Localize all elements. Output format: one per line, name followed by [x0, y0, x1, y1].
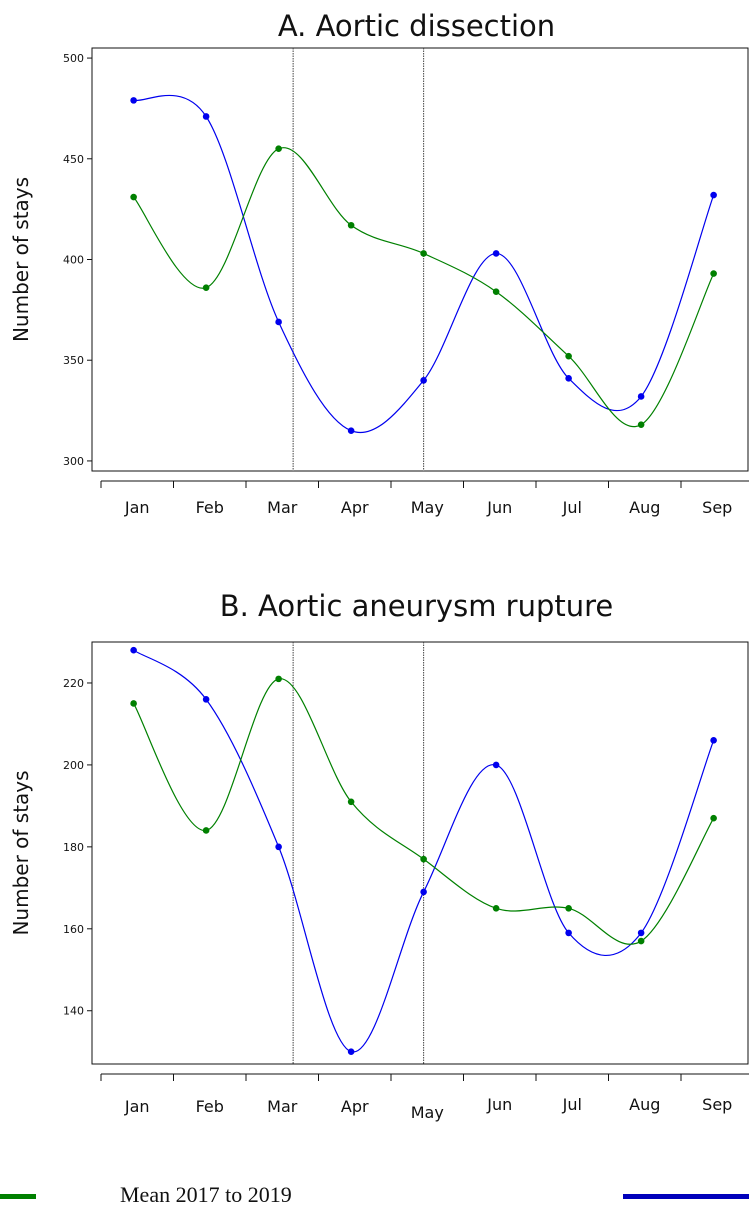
data-point: [710, 270, 717, 277]
data-point: [565, 352, 572, 360]
x-tick-label: Jun: [486, 498, 512, 517]
data-point: [130, 193, 137, 201]
data-point: [275, 675, 282, 683]
data-point: [492, 288, 500, 296]
series-line-1: [133, 147, 715, 428]
data-point: [710, 191, 717, 199]
y-tick-label: 180: [63, 841, 84, 854]
x-tick-label: May: [411, 1103, 444, 1122]
chart-aortic-dissection: A. Aortic dissection 300 350 400 450 500 Numbe…: [9, 9, 749, 517]
x-tick-label: Mar: [267, 498, 298, 517]
data-point: [275, 843, 282, 851]
x-tick-label: Feb: [196, 1097, 224, 1116]
y-axis-label: Number of stays: [9, 770, 33, 935]
y-tick-label: 160: [63, 923, 84, 936]
data-point: [420, 377, 427, 384]
x-tick-label: Jul: [562, 1095, 582, 1114]
y-tick-label: 140: [63, 1005, 84, 1018]
x-tick-label: Aug: [629, 498, 660, 517]
data-point: [710, 814, 717, 822]
data-point: [492, 761, 500, 769]
x-tick-label: Apr: [341, 1097, 369, 1116]
legend: Mean 2017 to 2019: [0, 1182, 749, 1207]
x-tick-label: Aug: [629, 1095, 660, 1114]
data-point: [275, 318, 282, 326]
x-tick-label: Feb: [196, 498, 224, 517]
legend-label: Mean 2017 to 2019: [120, 1182, 292, 1207]
data-point: [202, 113, 210, 120]
y-tick-label: 500: [63, 52, 84, 65]
plot-frame: [91, 47, 749, 472]
x-tick-label: Mar: [267, 1097, 298, 1116]
data-point: [565, 375, 572, 382]
data-point: [130, 97, 137, 104]
data-point: [202, 696, 210, 703]
x-tick-label: Sep: [702, 498, 732, 517]
data-point: [275, 145, 282, 153]
legend-blue-swatch: [623, 1194, 749, 1199]
data-point: [202, 827, 210, 834]
x-tick-label: Jan: [124, 498, 150, 517]
x-tick-label: Jul: [562, 498, 582, 517]
series-line-1: [133, 678, 715, 945]
data-point: [565, 905, 572, 912]
data-point: [130, 646, 137, 654]
y-tick-label: 220: [63, 677, 84, 690]
chart-title: B. Aortic aneurysm rupture: [220, 589, 614, 623]
data-point: [492, 250, 500, 257]
plot-frame: [91, 641, 749, 1065]
chart-aortic-aneurysm-rupture: B. Aortic aneurysm rupture 140 160 180 200 22…: [9, 589, 749, 1122]
data-point: [347, 1048, 355, 1056]
data-point: [565, 929, 572, 937]
data-point: [637, 929, 645, 937]
data-point: [710, 737, 717, 744]
x-tick-label: Sep: [702, 1095, 732, 1114]
data-point: [347, 221, 355, 229]
chart-title: A. Aortic dissection: [278, 9, 555, 43]
data-point: [637, 421, 645, 428]
data-point: [347, 798, 355, 806]
data-point: [637, 393, 645, 400]
x-tick-label: May: [411, 498, 444, 517]
y-axis-label: Number of stays: [9, 177, 33, 342]
data-point: [420, 855, 427, 863]
data-point: [130, 700, 137, 707]
x-tick-label: Jan: [124, 1097, 150, 1116]
x-tick-label: Jun: [486, 1095, 512, 1114]
data-point: [420, 250, 427, 257]
y-tick-label: 200: [63, 759, 84, 772]
y-tick-label: 350: [63, 354, 84, 367]
data-point: [492, 905, 500, 912]
y-tick-label: 300: [63, 455, 84, 468]
legend-green-swatch: [0, 1194, 36, 1199]
y-tick-label: 450: [63, 153, 84, 166]
series-line-0: [133, 94, 715, 433]
x-tick-label: Apr: [341, 498, 369, 517]
data-point: [637, 937, 645, 945]
data-point: [202, 284, 210, 292]
data-point: [347, 427, 355, 435]
data-point: [420, 888, 427, 896]
y-tick-label: 400: [63, 254, 84, 267]
